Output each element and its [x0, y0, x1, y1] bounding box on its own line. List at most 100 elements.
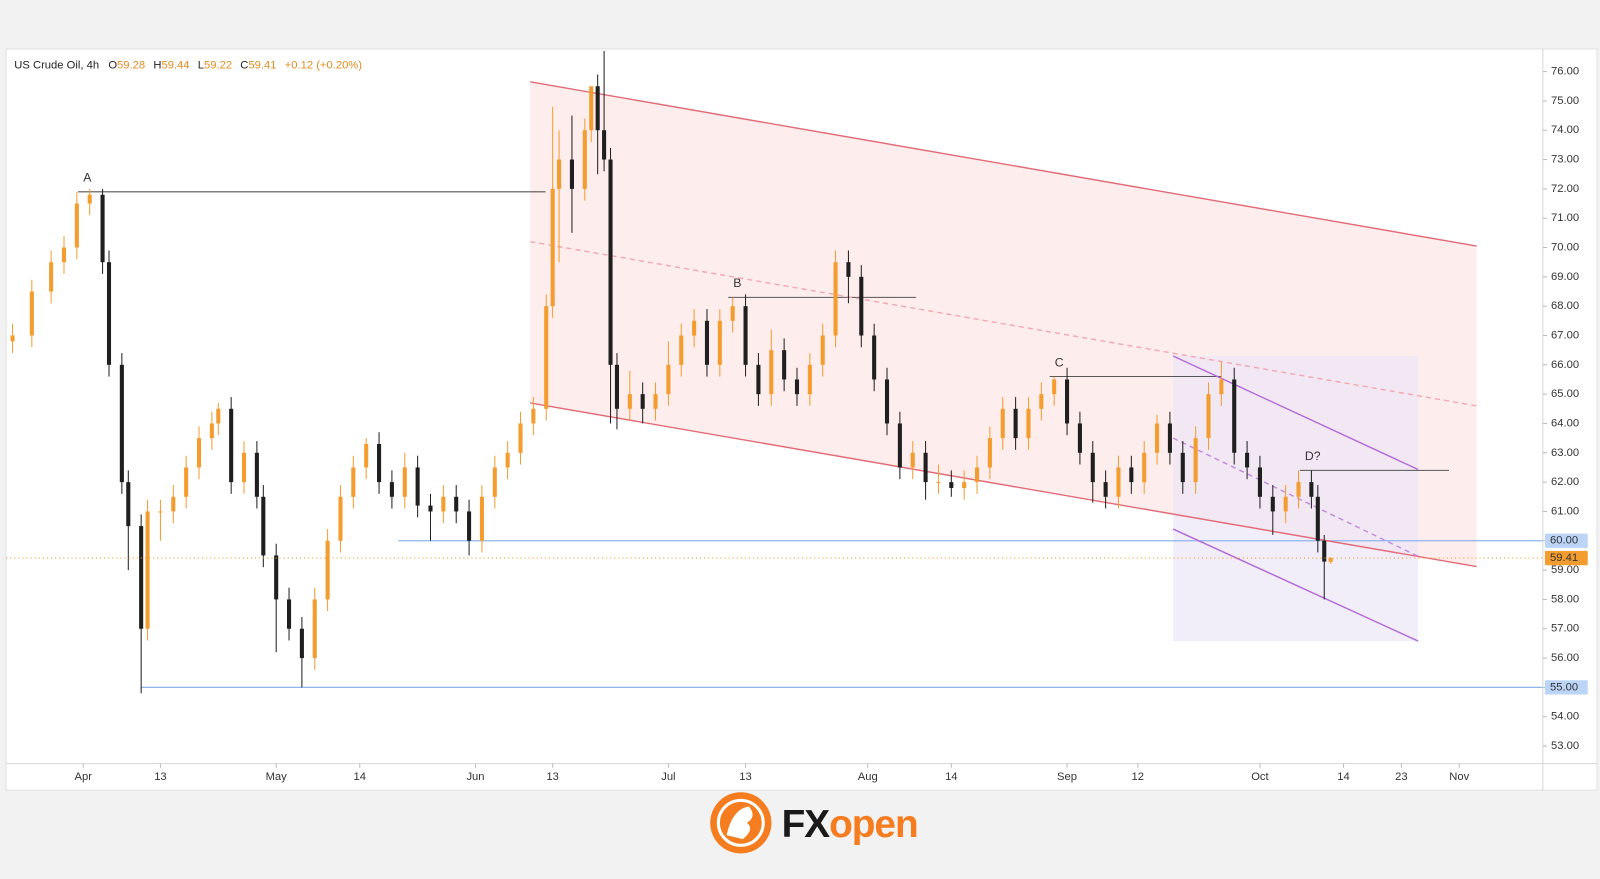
candle-body: [87, 194, 92, 204]
level-label-box: [1544, 533, 1588, 548]
candle-body: [10, 335, 15, 342]
candle-body: [286, 599, 292, 629]
ohlc-letter: O: [108, 59, 117, 71]
ohlc-value: 59.28: [117, 59, 145, 71]
x-tick-label: May: [266, 771, 288, 783]
x-tick-label: 13: [154, 771, 166, 783]
candle-body: [241, 452, 247, 483]
candle-body: [274, 555, 279, 600]
candle-body: [1039, 394, 1044, 409]
y-tick-label: 74.00: [1551, 124, 1579, 136]
x-tick-label: 13: [739, 771, 751, 783]
candle-body: [377, 443, 382, 483]
x-tick-label: 14: [945, 771, 957, 783]
candle-body: [402, 467, 407, 497]
ohlc-letter: L: [198, 59, 204, 71]
level-label: 55.00: [1550, 681, 1578, 693]
candle-body: [1193, 438, 1198, 483]
legend-header: US Crude Oil, 4h O59.28 H59.44 L59.22 C5…: [14, 59, 362, 71]
candle-body: [1283, 496, 1288, 512]
candle-body: [557, 159, 562, 189]
y-tick-label: 72.00: [1551, 183, 1579, 195]
candle-body: [582, 130, 587, 189]
y-tick-label: 54.00: [1551, 711, 1579, 723]
candle-body: [49, 262, 54, 292]
price-label-box: [1544, 550, 1588, 566]
candle-body: [325, 540, 330, 600]
candle-body: [364, 443, 369, 468]
y-tick-label: 62.00: [1551, 476, 1579, 488]
candle-body: [441, 496, 446, 512]
candle-body: [1257, 467, 1262, 497]
candle-body: [1232, 379, 1237, 453]
trend-line: [530, 81, 1477, 247]
candle-body: [653, 394, 658, 409]
x-tick-label: 13: [546, 771, 558, 783]
candle-body: [1052, 379, 1057, 395]
candle-body: [949, 482, 954, 488]
candle-body: [769, 350, 774, 395]
candle-body: [61, 247, 67, 263]
candle-body: [794, 379, 800, 395]
candle-body: [1116, 467, 1121, 497]
candle-body: [1129, 467, 1134, 483]
candle-body: [859, 276, 864, 336]
candle-body: [1245, 452, 1250, 468]
x-tick-label: Nov: [1449, 771, 1469, 783]
candle-body: [589, 86, 594, 131]
x-tick-label: 14: [1337, 771, 1349, 783]
candle-body: [569, 159, 574, 189]
candle-body: [974, 467, 980, 483]
logo-mark: [726, 806, 753, 840]
y-tick-label: 75.00: [1551, 95, 1579, 107]
y-tick-label: 65.00: [1551, 388, 1579, 400]
y-tick-label: 70.00: [1551, 241, 1579, 253]
level-label: 60.00: [1550, 535, 1578, 547]
candle-body: [351, 467, 356, 497]
candle-body: [820, 335, 825, 365]
y-tick-label: 58.00: [1551, 593, 1579, 605]
brand-suffix: open: [829, 803, 918, 846]
candle-body: [119, 364, 124, 483]
candle-body: [171, 496, 176, 512]
candle-body: [126, 482, 131, 527]
candle-body: [209, 423, 214, 439]
candle-body: [106, 262, 112, 365]
candle-body: [987, 438, 992, 468]
candle-body: [338, 496, 343, 541]
annotation-label: B: [733, 276, 741, 290]
x-tick-label: Oct: [1251, 771, 1269, 783]
candle-body: [1206, 394, 1211, 439]
y-tick-label: 71.00: [1551, 212, 1579, 224]
candle-body: [1167, 423, 1172, 453]
candle-body: [261, 496, 266, 556]
candle-body: [100, 194, 105, 263]
y-tick-label: 67.00: [1551, 329, 1579, 341]
ohlc-value: 59.22: [204, 59, 232, 71]
candle-body: [139, 526, 144, 629]
candle-body: [910, 452, 915, 468]
candle-body: [1155, 423, 1160, 453]
y-tick-label: 73.00: [1551, 154, 1579, 166]
candle-body: [1026, 408, 1031, 439]
x-tick-label: 14: [354, 771, 366, 783]
candle-body: [299, 628, 304, 659]
candle-body: [1077, 423, 1082, 453]
plot-area: A B C D?: [6, 51, 1543, 694]
ohlc-value: 59.44: [161, 59, 189, 71]
y-tick-label: 66.00: [1551, 359, 1579, 371]
axes: 53.00 54.00 55.00 56.00 57.00 58.00 59.00 60.00…: [75, 66, 1588, 783]
candle-body: [666, 364, 671, 395]
candle-body: [1180, 452, 1185, 483]
logo-ring: [716, 798, 765, 847]
candle-body: [962, 482, 967, 488]
y-tick-label: 59.00: [1551, 564, 1579, 576]
candle-body: [74, 203, 79, 248]
trend-line: [1172, 528, 1419, 642]
x-tick-label: Apr: [75, 771, 93, 783]
candle-body: [679, 335, 684, 365]
candle-body: [158, 511, 163, 513]
y-tick-label: 61.00: [1551, 505, 1579, 517]
y-tick-label: 69.00: [1551, 271, 1579, 283]
